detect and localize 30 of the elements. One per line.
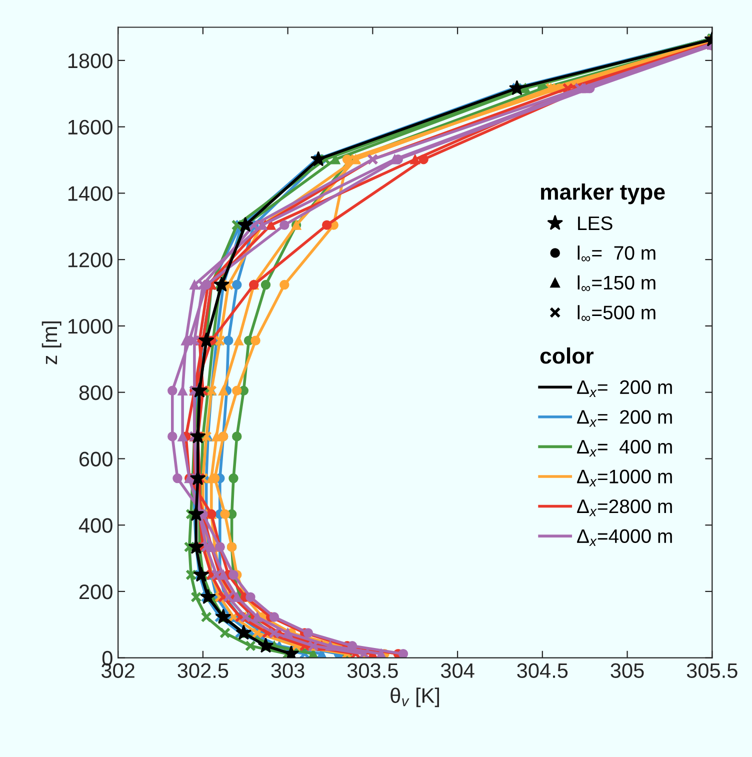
legend-label: LES (578, 216, 612, 230)
y-tick-label: 400 (78, 518, 112, 533)
legend-label: Δ$_{x}$=2800 m (577, 499, 672, 516)
x-tick-label: 305.5 (686, 663, 738, 678)
legend-label: Δ$_{x}$=1000 m (577, 470, 672, 486)
text: marker type (541, 183, 665, 204)
x-tick-label: 305 (610, 663, 644, 678)
legend-label: l$_{∞}$=500 m (578, 305, 656, 321)
y-tick-label: 1000 (68, 318, 112, 334)
x-tick-label: 303.5 (347, 663, 398, 678)
y-tick-label: 200 (79, 584, 112, 600)
text: color (540, 347, 594, 364)
y-tick-label: 1600 (68, 120, 112, 135)
legend-label: Δ$_{x}$=4000 m (577, 529, 672, 546)
legend-label: Δ$_{x}$= 400 m (577, 440, 672, 457)
y-axis-title: z [m] (42, 321, 62, 364)
y-tick-label: 1400 (68, 186, 112, 201)
y-tick-label: 1200 (68, 252, 112, 268)
legend-label: Δ$_{x}$= 200 m (577, 380, 672, 397)
x-tick-label: 304 (440, 663, 474, 678)
x-axis-title: θ$_{v}$ [K] (390, 688, 439, 708)
y-tick-label: 800 (79, 385, 112, 400)
x-tick-label: 302.5 (178, 663, 228, 678)
x-tick-label: 304.5 (517, 663, 568, 678)
x-tick-label: 303 (271, 663, 304, 678)
y-tick-label: 1800 (68, 53, 112, 68)
y-tick-label: 600 (80, 452, 112, 466)
legend-label: l$_{∞}$=150 m (578, 275, 656, 292)
legend-label: Δ$_{x}$= 200 m (577, 410, 672, 427)
legend-label: l$_{∞}$= 70 m (578, 246, 656, 262)
